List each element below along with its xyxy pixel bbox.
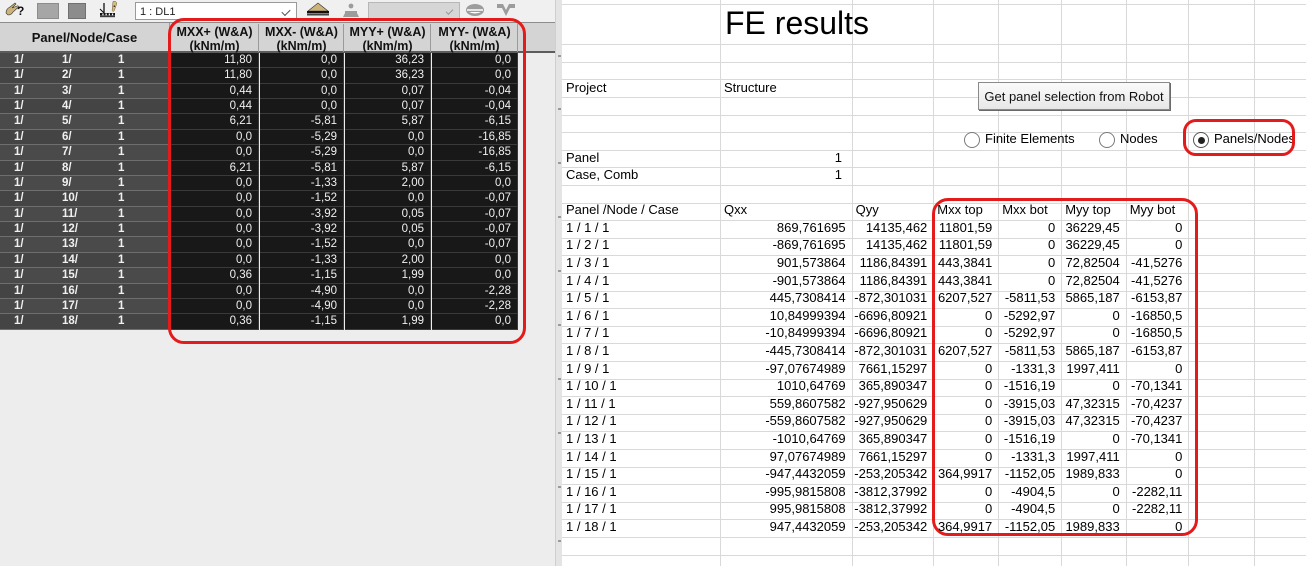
svg-text:?: ?	[17, 4, 24, 18]
